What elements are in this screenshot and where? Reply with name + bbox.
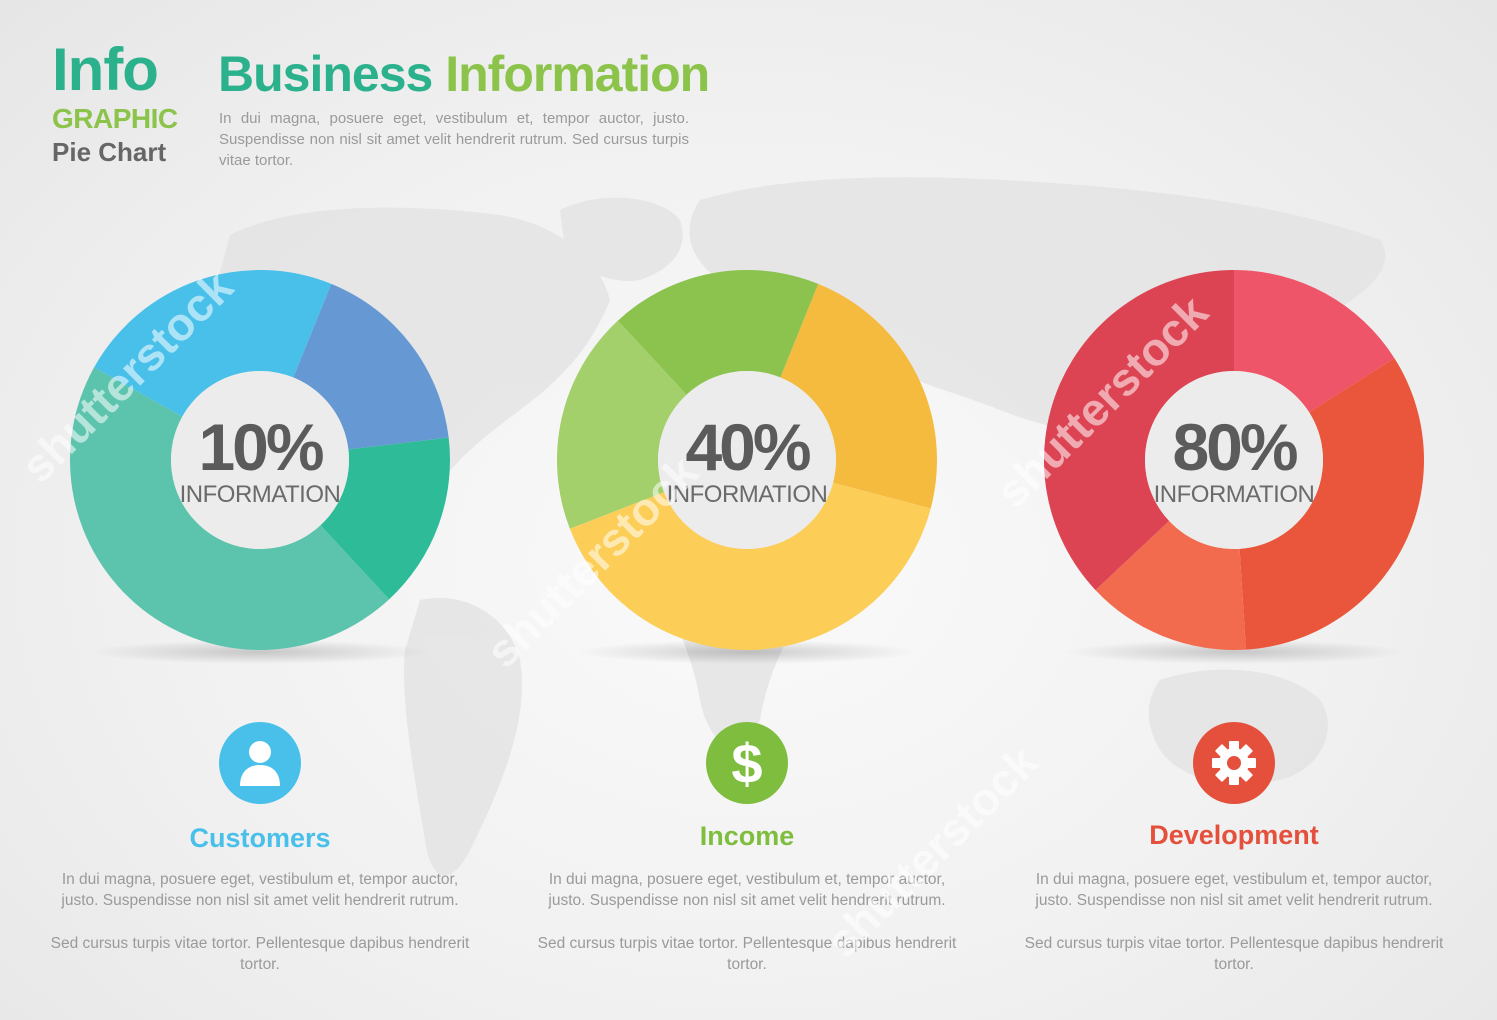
user-icon (240, 741, 280, 786)
chart1-slice-2 (320, 437, 450, 600)
income-body-1: In dui magna, posuere eget, vestibulum e… (548, 871, 946, 909)
income-body-2: Sed cursus turpis vitae tortor. Pellente… (537, 935, 957, 973)
customers-body-1: In dui magna, posuere eget, vestibulum e… (61, 871, 459, 909)
title-information: Information (445, 46, 710, 102)
chart1-slice-3 (69, 367, 390, 651)
title-business: Business (218, 46, 433, 102)
chart3-label: INFORMATION (1153, 481, 1315, 508)
svg-text:$: $ (731, 733, 762, 793)
chart3-shadow (1063, 640, 1405, 664)
chart1-label: INFORMATION (179, 481, 341, 508)
development-title: Development (1149, 820, 1319, 850)
income-icon-badge: $ (706, 722, 788, 804)
chart2-slice-1 (780, 283, 938, 509)
chart1-center-hole (171, 371, 349, 549)
chart3-center-hole (1145, 371, 1323, 549)
chart2-label: INFORMATION (666, 481, 828, 508)
chart2-percent: 40% (685, 410, 811, 484)
chart2-center: 40% INFORMATION (647, 414, 847, 508)
logo-graphic-text: GRAPHIC (52, 103, 178, 134)
chart2-slice-4 (617, 269, 819, 395)
development-icon-badge (1193, 722, 1275, 804)
chart1-shadow (89, 640, 431, 664)
header-description: In dui magna, posuere eget, vestibulum e… (219, 110, 689, 169)
chart1-slice-4 (94, 269, 332, 417)
page-title: Business Information (218, 44, 710, 104)
income-title: Income (699, 821, 795, 851)
gear-icon (1212, 741, 1256, 785)
chart3-slice-4 (1044, 270, 1234, 591)
logo-info-text: Info (52, 36, 159, 103)
customers-icon-badge (219, 722, 301, 804)
infographic-logo: Info GRAPHIC Pie Chart (52, 36, 178, 167)
chart3-slice-3 (1095, 520, 1246, 650)
chart2-slice-3 (557, 320, 687, 529)
chart2-shadow (576, 640, 918, 664)
development-body-2: Sed cursus turpis vitae tortor. Pellente… (1024, 935, 1444, 973)
chart3-slice-2 (1239, 358, 1425, 650)
dollar-icon: $ (731, 733, 762, 793)
development-body-1: In dui magna, posuere eget, vestibulum e… (1035, 871, 1433, 909)
chart1-center: 10% INFORMATION (160, 414, 360, 508)
chart1-slice-1 (293, 283, 449, 450)
customers-title: Customers (189, 823, 331, 853)
chart2-slice-2 (569, 482, 931, 651)
chart3-slice-1 (1234, 270, 1395, 413)
chart2-center-hole (658, 371, 836, 549)
chart1-percent: 10% (198, 410, 324, 484)
chart3-percent: 80% (1172, 410, 1298, 484)
chart3-center: 80% INFORMATION (1134, 414, 1334, 508)
logo-piechart-text: Pie Chart (52, 137, 167, 167)
customers-body-2: Sed cursus turpis vitae tortor. Pellente… (50, 935, 470, 973)
